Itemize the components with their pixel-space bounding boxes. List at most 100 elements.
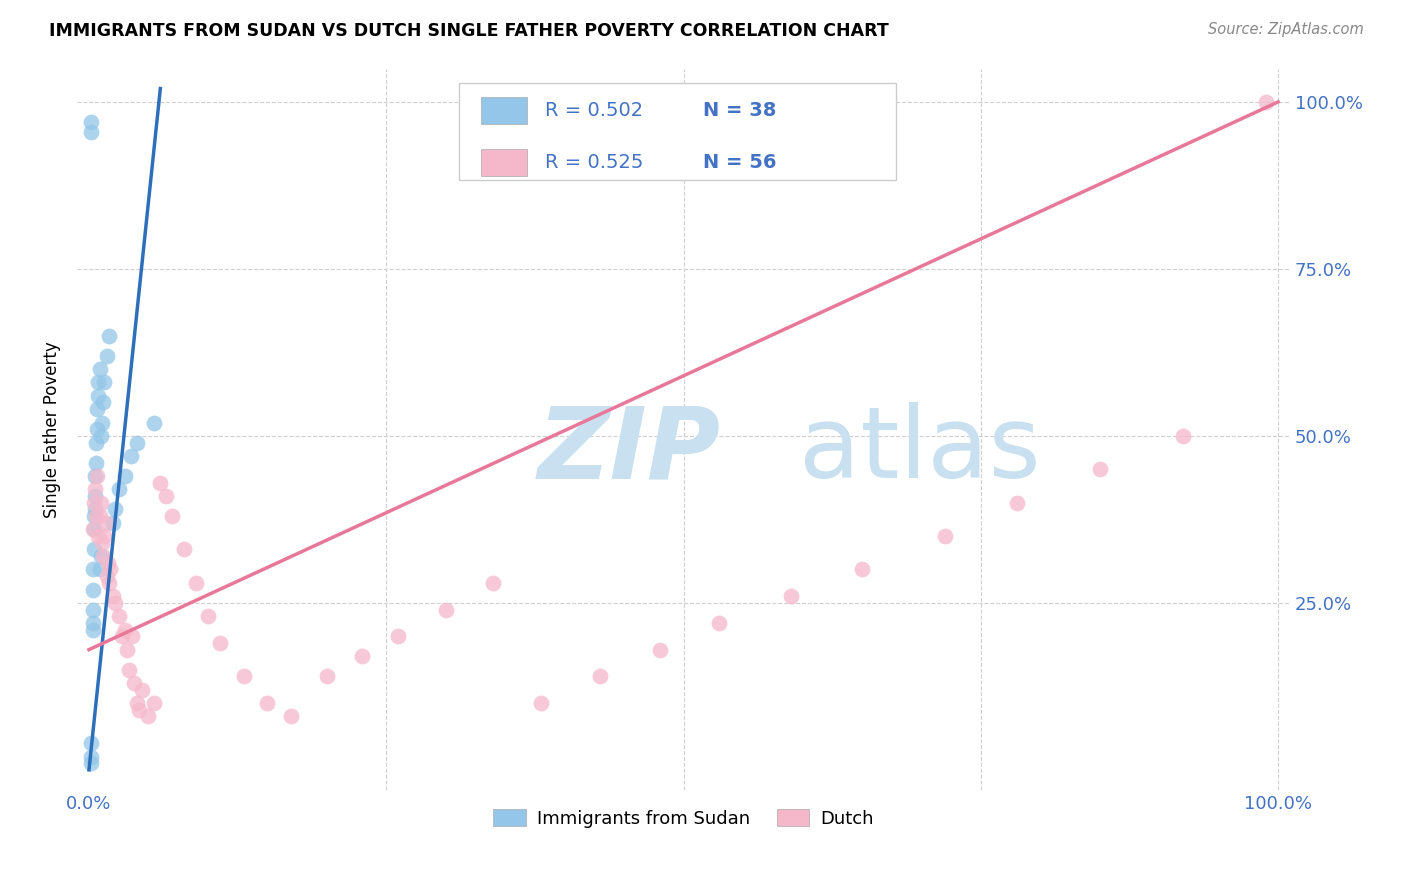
Point bbox=[115, 642, 138, 657]
Point bbox=[1005, 496, 1028, 510]
Point bbox=[100, 562, 122, 576]
Point bbox=[84, 456, 107, 470]
Point bbox=[122, 676, 145, 690]
Point bbox=[118, 663, 141, 677]
Point bbox=[94, 516, 117, 530]
Point bbox=[197, 609, 219, 624]
Point bbox=[779, 589, 801, 603]
Point bbox=[387, 629, 409, 643]
Point bbox=[86, 469, 108, 483]
Point bbox=[90, 496, 112, 510]
Text: IMMIGRANTS FROM SUDAN VS DUTCH SINGLE FATHER POVERTY CORRELATION CHART: IMMIGRANTS FROM SUDAN VS DUTCH SINGLE FA… bbox=[49, 22, 889, 40]
Point bbox=[82, 623, 104, 637]
Point bbox=[98, 575, 121, 590]
FancyBboxPatch shape bbox=[481, 149, 527, 176]
Point bbox=[80, 125, 103, 139]
Point bbox=[87, 376, 110, 390]
Point bbox=[80, 115, 103, 129]
Text: Source: ZipAtlas.com: Source: ZipAtlas.com bbox=[1208, 22, 1364, 37]
Point bbox=[84, 469, 107, 483]
Text: N = 56: N = 56 bbox=[703, 153, 776, 172]
Point bbox=[184, 575, 207, 590]
Point bbox=[125, 696, 148, 710]
Text: atlas: atlas bbox=[799, 402, 1040, 500]
Point bbox=[98, 328, 121, 343]
Point bbox=[104, 596, 127, 610]
Point bbox=[87, 389, 110, 403]
Point bbox=[128, 703, 150, 717]
Point bbox=[149, 475, 172, 490]
Point bbox=[84, 435, 107, 450]
Point bbox=[114, 623, 136, 637]
Point bbox=[101, 516, 124, 530]
FancyBboxPatch shape bbox=[481, 96, 527, 124]
Point bbox=[82, 615, 104, 630]
Point bbox=[91, 535, 114, 549]
Point bbox=[138, 709, 160, 723]
FancyBboxPatch shape bbox=[460, 83, 896, 180]
Point bbox=[80, 736, 103, 750]
Point bbox=[97, 556, 120, 570]
Point bbox=[96, 349, 118, 363]
Point bbox=[107, 483, 129, 497]
Point bbox=[121, 629, 143, 643]
Point bbox=[155, 489, 177, 503]
Point bbox=[482, 575, 505, 590]
Point bbox=[232, 669, 254, 683]
Point bbox=[83, 542, 105, 557]
Point bbox=[434, 602, 457, 616]
Point bbox=[1256, 95, 1278, 109]
Point bbox=[208, 636, 231, 650]
Point bbox=[160, 509, 183, 524]
Point bbox=[648, 642, 671, 657]
Point bbox=[96, 569, 118, 583]
Legend: Immigrants from Sudan, Dutch: Immigrants from Sudan, Dutch bbox=[486, 802, 882, 835]
Point bbox=[107, 609, 129, 624]
Point bbox=[851, 562, 873, 576]
Point bbox=[173, 542, 195, 557]
Point bbox=[352, 649, 374, 664]
Point bbox=[1088, 462, 1111, 476]
Point bbox=[111, 629, 134, 643]
Point bbox=[90, 549, 112, 563]
Y-axis label: Single Father Poverty: Single Father Poverty bbox=[44, 341, 60, 517]
Point bbox=[86, 422, 108, 436]
Point bbox=[93, 529, 115, 543]
Point bbox=[101, 589, 124, 603]
Point bbox=[104, 502, 127, 516]
Point bbox=[87, 529, 110, 543]
Point bbox=[80, 749, 103, 764]
Point bbox=[82, 562, 104, 576]
Point bbox=[89, 362, 111, 376]
Point bbox=[86, 402, 108, 417]
Point bbox=[91, 549, 114, 563]
Point bbox=[1171, 429, 1194, 443]
Point bbox=[143, 416, 166, 430]
Point bbox=[82, 582, 104, 597]
Point bbox=[315, 669, 337, 683]
Point bbox=[125, 435, 148, 450]
Point bbox=[143, 696, 166, 710]
Point bbox=[83, 509, 105, 524]
Point bbox=[256, 696, 278, 710]
Point bbox=[83, 496, 105, 510]
Point bbox=[530, 696, 553, 710]
Point bbox=[84, 489, 107, 503]
Point bbox=[114, 469, 136, 483]
Point bbox=[80, 756, 103, 771]
Text: R = 0.525: R = 0.525 bbox=[546, 153, 644, 172]
Point bbox=[89, 562, 111, 576]
Text: R = 0.502: R = 0.502 bbox=[546, 101, 644, 120]
Point bbox=[82, 523, 104, 537]
Point bbox=[131, 682, 153, 697]
Point bbox=[280, 709, 302, 723]
Point bbox=[89, 509, 111, 524]
Point bbox=[84, 483, 107, 497]
Text: N = 38: N = 38 bbox=[703, 101, 776, 120]
Point bbox=[93, 376, 115, 390]
Point bbox=[589, 669, 612, 683]
Point bbox=[82, 602, 104, 616]
Point bbox=[84, 509, 107, 524]
Point bbox=[91, 395, 114, 409]
Point bbox=[91, 416, 114, 430]
